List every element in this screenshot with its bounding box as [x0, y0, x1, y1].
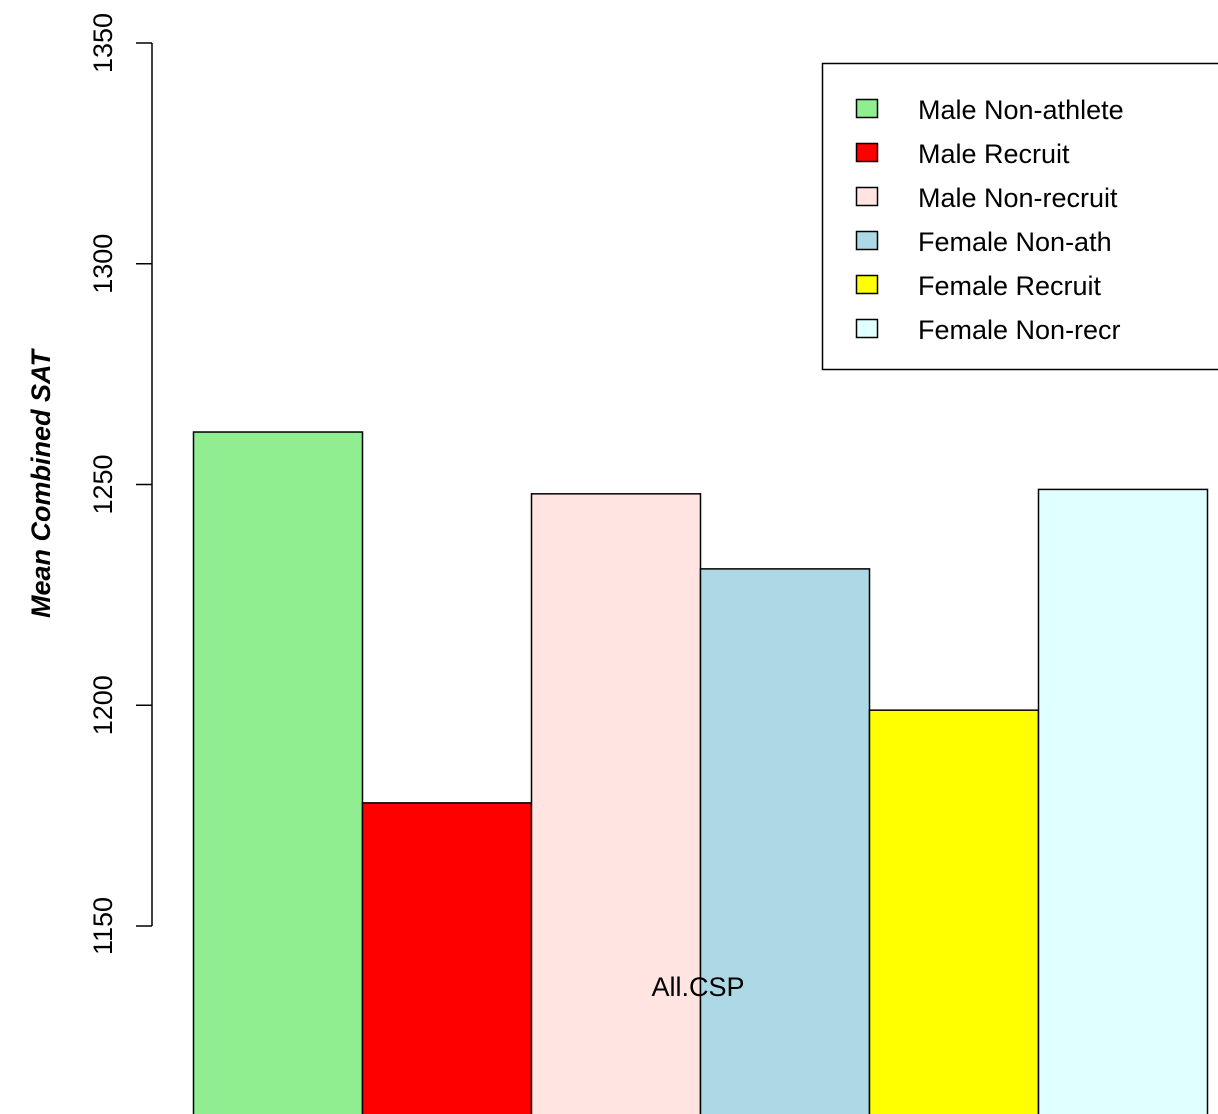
legend-box [821, 62, 1218, 371]
category-label: All.CSP [651, 972, 744, 1002]
legend-label: Male Recruit [918, 139, 1070, 169]
bar-female-non-ath [699, 568, 871, 1114]
y-tick-label: 1250 [88, 454, 118, 514]
legend-label: Female Non-ath [918, 227, 1112, 257]
bar-female-recruit [868, 709, 1040, 1114]
y-tick-label: 1300 [88, 234, 118, 294]
legend-swatch [855, 186, 879, 207]
y-axis: 1150 1200 1250 1300 1350 [88, 13, 153, 955]
legend-swatch [855, 230, 879, 251]
y-tick-label: 1350 [88, 13, 118, 73]
legend-swatch [855, 98, 879, 119]
legend-label: Male Non-athlete [918, 95, 1124, 125]
legend-swatch [855, 142, 879, 163]
legend-swatch [855, 274, 879, 295]
y-axis-label: Mean Combined SAT [26, 347, 56, 618]
bar-male-recruit [361, 802, 533, 1114]
y-tick-label: 1150 [88, 897, 118, 955]
bar-male-non-athlete [192, 431, 364, 1114]
bar-female-non-recr [1037, 488, 1209, 1114]
bar-male-non-recruit [530, 493, 702, 1114]
bars-layer [192, 431, 1209, 1114]
y-tick-label: 1200 [88, 675, 118, 735]
legend-label: Male Non-recruit [918, 183, 1118, 213]
legend-swatch [855, 318, 879, 339]
legend-label: Female Recruit [918, 271, 1102, 301]
legend-label: Female Non-recr [918, 315, 1121, 345]
legend: Male Non-athlete Male Recruit Male Non-rec… [821, 62, 1218, 371]
